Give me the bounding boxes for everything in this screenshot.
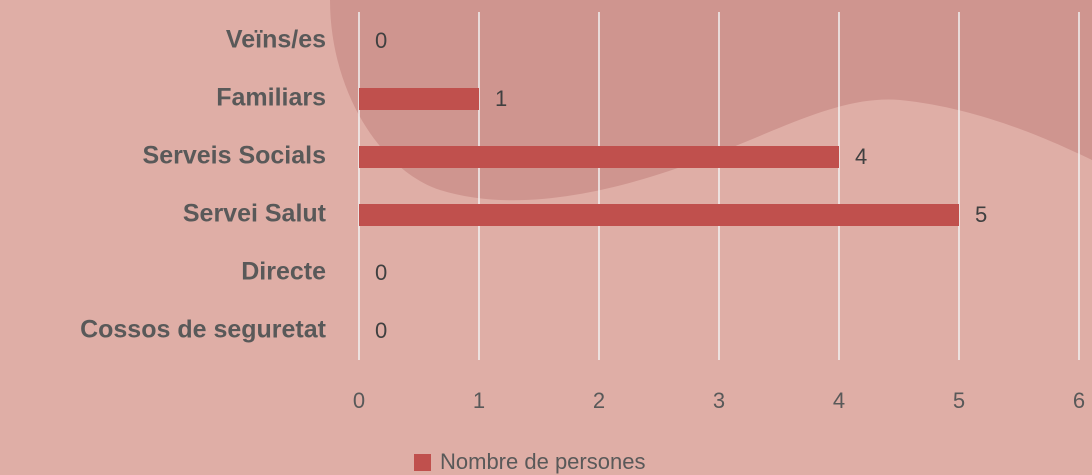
y-tick-label: Cossos de seguretat <box>80 316 327 344</box>
x-tick-label: 5 <box>953 388 965 413</box>
x-tick-label: 2 <box>593 388 605 413</box>
data-label: 0 <box>375 260 387 285</box>
y-tick-label: Veïns/es <box>226 26 326 54</box>
data-label: 4 <box>855 144 867 169</box>
bar <box>359 204 959 226</box>
legend-label: Nombre de persones <box>440 449 645 474</box>
bar <box>359 146 839 168</box>
y-tick-label: Directe <box>241 258 326 286</box>
data-label: 0 <box>375 28 387 53</box>
y-tick-label: Familiars <box>216 84 326 112</box>
data-label: 5 <box>975 202 987 227</box>
x-tick-label: 4 <box>833 388 845 413</box>
x-tick-label: 0 <box>353 388 365 413</box>
x-tick-label: 3 <box>713 388 725 413</box>
data-label: 0 <box>375 318 387 343</box>
x-tick-label: 6 <box>1073 388 1085 413</box>
y-tick-label: Serveis Socials <box>143 142 326 170</box>
legend-swatch <box>414 454 431 471</box>
y-tick-label: Servei Salut <box>183 200 327 228</box>
data-label: 1 <box>495 86 507 111</box>
bar <box>359 88 479 110</box>
x-tick-label: 1 <box>473 388 485 413</box>
